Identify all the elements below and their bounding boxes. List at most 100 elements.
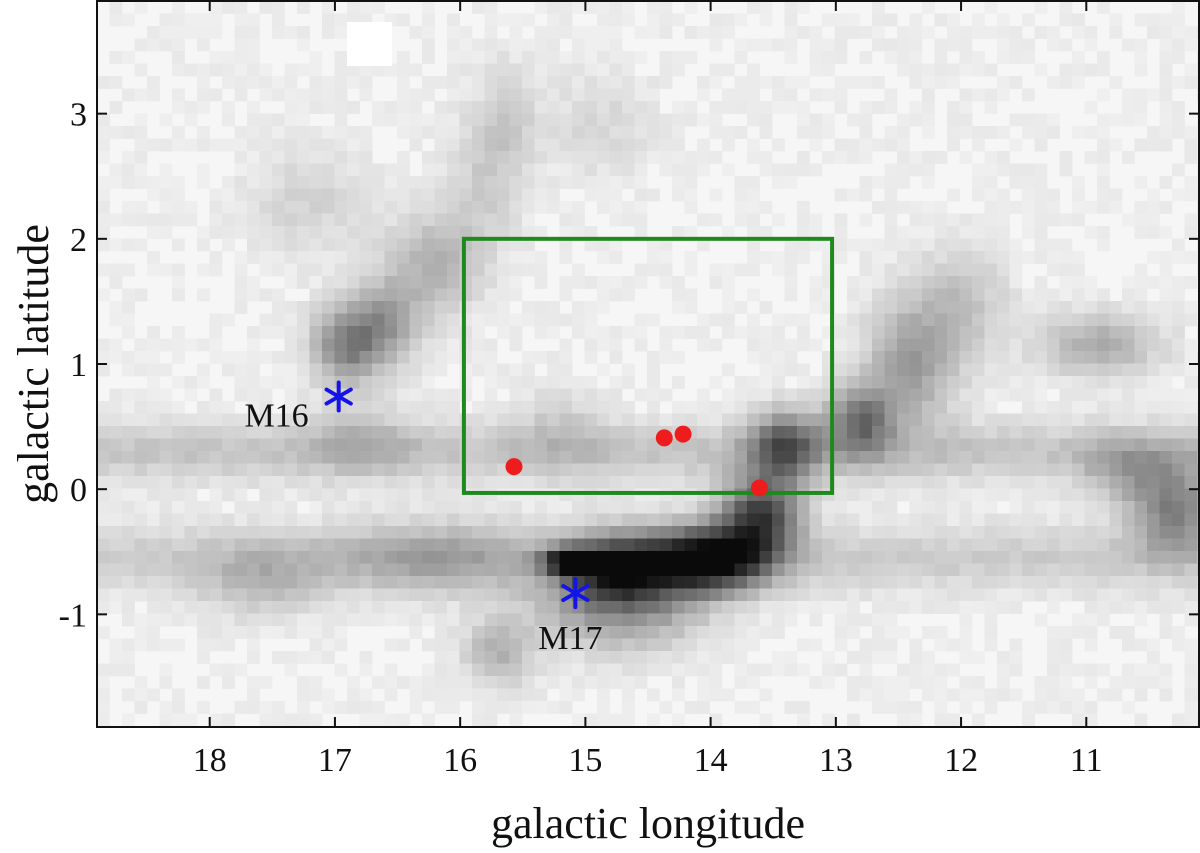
heatmap-cell (922, 551, 935, 564)
heatmap-cell (634, 563, 648, 577)
heatmap-cell (1134, 351, 1148, 364)
heatmap-cell (922, 251, 935, 264)
heatmap-cell (897, 351, 910, 364)
heatmap-cell (684, 326, 698, 339)
heatmap-cell (922, 76, 935, 89)
heatmap-cell (534, 301, 548, 314)
heatmap-cell (97, 426, 110, 439)
heatmap-cell (772, 651, 785, 664)
heatmap-cell (522, 451, 535, 464)
heatmap-cell (634, 551, 648, 564)
heatmap-cell (572, 88, 585, 102)
heatmap-cell (484, 63, 498, 77)
heatmap-cell (1022, 576, 1035, 589)
heatmap-cell (197, 538, 210, 552)
heatmap-cell (759, 663, 773, 677)
heatmap-cell (159, 676, 173, 689)
heatmap-cell (734, 413, 748, 427)
heatmap-cell (509, 238, 523, 252)
heatmap-cell (947, 601, 960, 614)
heatmap-cell (434, 613, 448, 627)
heatmap-cell (472, 138, 485, 152)
heatmap-cell (859, 188, 873, 202)
heatmap-cell (659, 626, 673, 639)
heatmap-cell (434, 101, 448, 114)
heatmap-cell (909, 388, 923, 402)
heatmap-cell (284, 426, 298, 439)
heatmap-cell (672, 501, 685, 514)
heatmap-cell (247, 576, 260, 589)
heatmap-cell (809, 88, 823, 102)
heatmap-cell (459, 151, 473, 164)
heatmap-cell (922, 413, 935, 427)
heatmap-cell (109, 351, 123, 364)
heatmap-cell (509, 413, 523, 427)
heatmap-cell (1009, 351, 1023, 364)
heatmap-cell (209, 463, 223, 477)
heatmap-cell (247, 651, 260, 664)
heatmap-cell (97, 176, 110, 189)
heatmap-cell (1134, 563, 1148, 577)
heatmap-cell (547, 388, 560, 402)
heatmap-cell (472, 301, 485, 314)
heatmap-cell (559, 451, 573, 464)
heatmap-cell (959, 513, 973, 527)
heatmap-cell (322, 501, 335, 514)
heatmap-cell (859, 688, 873, 702)
heatmap-cell (647, 263, 660, 277)
heatmap-cell (359, 238, 373, 252)
heatmap-cell (697, 538, 710, 552)
heatmap-cell (1034, 63, 1048, 77)
heatmap-cell (434, 588, 448, 602)
heatmap-cell (322, 601, 335, 614)
heatmap-cell (147, 451, 160, 464)
heatmap-cell (1159, 101, 1173, 114)
heatmap-cell (297, 188, 310, 202)
heatmap-cell (459, 663, 473, 677)
heatmap-cell (1134, 226, 1148, 239)
heatmap-cell (584, 601, 598, 614)
heatmap-cell (347, 701, 360, 714)
heatmap-cell (97, 526, 110, 539)
heatmap-cell (772, 576, 785, 589)
heatmap-cell (434, 76, 448, 89)
heatmap-cell (972, 288, 985, 302)
heatmap-cell (672, 401, 685, 414)
heatmap-cell (509, 176, 523, 189)
heatmap-cell (684, 513, 698, 527)
heatmap-cell (334, 163, 348, 177)
heatmap-cell (934, 338, 948, 352)
heatmap-cell (847, 438, 860, 452)
heatmap-cell (609, 101, 623, 114)
heatmap-cell (859, 438, 873, 452)
heatmap-cell (709, 413, 723, 427)
heatmap-cell (959, 638, 973, 652)
heatmap-cell (259, 126, 273, 139)
heatmap-cell (597, 613, 610, 627)
heatmap-cell (909, 213, 923, 227)
heatmap-cell (872, 413, 885, 427)
heatmap-cell (1184, 301, 1198, 314)
heatmap-cell (1009, 663, 1023, 677)
heatmap-cell (972, 138, 985, 152)
heatmap-cell (297, 463, 310, 477)
heatmap-cell (834, 151, 848, 164)
heatmap-cell (372, 288, 385, 302)
heatmap-cell (897, 601, 910, 614)
heatmap-cell (972, 88, 985, 102)
heatmap-cell (747, 601, 760, 614)
heatmap-cell (1034, 401, 1048, 414)
heatmap-cell (722, 126, 735, 139)
heatmap-cell (172, 551, 185, 564)
heatmap-cell (934, 713, 948, 727)
heatmap-cell (547, 163, 560, 177)
heatmap-cell (1047, 313, 1060, 327)
heatmap-cell (997, 251, 1010, 264)
heatmap-cell (709, 538, 723, 552)
heatmap-cell (134, 526, 148, 539)
heatmap-cell (109, 413, 123, 427)
heatmap-cell (434, 526, 448, 539)
heatmap-cell (709, 651, 723, 664)
heatmap-cell (109, 426, 123, 439)
heatmap-cell (1122, 701, 1135, 714)
